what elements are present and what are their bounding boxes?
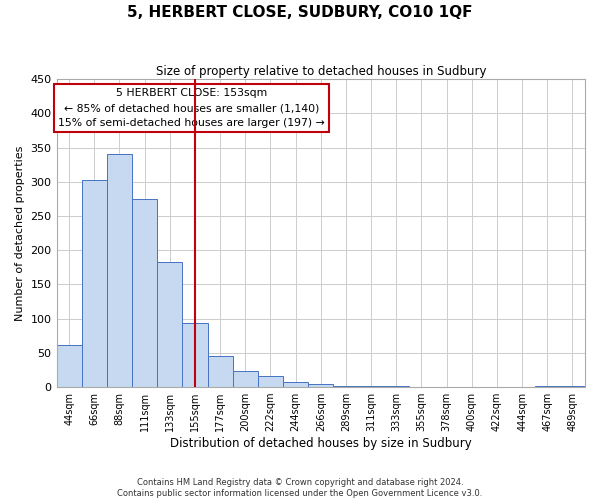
Bar bbox=[233, 370, 258, 387]
Bar bbox=[182, 324, 208, 387]
Bar bbox=[82, 180, 107, 387]
Bar bbox=[560, 386, 585, 387]
Bar bbox=[283, 382, 308, 387]
Bar bbox=[258, 376, 283, 387]
Bar bbox=[208, 356, 233, 387]
Bar bbox=[535, 386, 560, 387]
Y-axis label: Number of detached properties: Number of detached properties bbox=[15, 146, 25, 321]
Text: 5, HERBERT CLOSE, SUDBURY, CO10 1QF: 5, HERBERT CLOSE, SUDBURY, CO10 1QF bbox=[127, 5, 473, 20]
Bar bbox=[359, 386, 383, 387]
Bar bbox=[383, 386, 409, 387]
Bar bbox=[157, 262, 182, 387]
Title: Size of property relative to detached houses in Sudbury: Size of property relative to detached ho… bbox=[155, 65, 486, 78]
Text: Contains HM Land Registry data © Crown copyright and database right 2024.
Contai: Contains HM Land Registry data © Crown c… bbox=[118, 478, 482, 498]
X-axis label: Distribution of detached houses by size in Sudbury: Distribution of detached houses by size … bbox=[170, 437, 472, 450]
Bar bbox=[107, 154, 132, 387]
Bar bbox=[56, 344, 82, 387]
Text: 5 HERBERT CLOSE: 153sqm
← 85% of detached houses are smaller (1,140)
15% of semi: 5 HERBERT CLOSE: 153sqm ← 85% of detache… bbox=[58, 88, 325, 128]
Bar bbox=[132, 199, 157, 387]
Bar bbox=[334, 386, 359, 387]
Bar bbox=[308, 384, 334, 387]
